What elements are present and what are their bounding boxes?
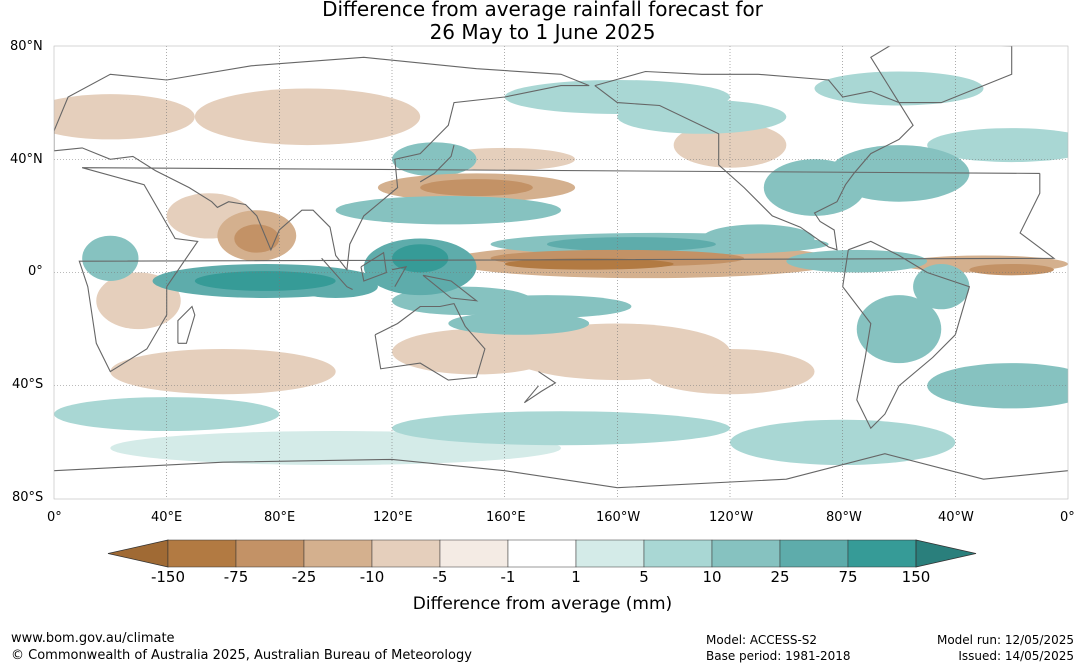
website-text: www.bom.gov.au/climate — [11, 631, 175, 646]
dry-anomaly-region — [504, 258, 674, 270]
dry-anomaly-region — [504, 323, 730, 381]
map-frame — [53, 45, 1069, 500]
map-title-line-1: Difference from average rainfall forecas… — [322, 0, 763, 21]
colorbar-segment — [439, 539, 509, 568]
wet-anomaly-region — [763, 159, 866, 216]
coastline — [870, 46, 1013, 104]
dry-anomaly-region — [234, 224, 280, 253]
copyright-text: © Commonwealth of Australia 2025, Austra… — [11, 648, 472, 663]
coastline — [78, 167, 1056, 373]
legend-tick: 1 — [571, 568, 581, 586]
lat-label-80s: 80°S — [12, 490, 44, 505]
wet-anomaly-region — [701, 224, 815, 253]
wet-anomaly-region — [617, 99, 787, 134]
colorbar-segment — [303, 539, 373, 568]
model-text: Model: ACCESS-S2 — [706, 633, 818, 647]
lon-label-40e: 40°E — [151, 510, 183, 525]
lon-label-160w: 160°W — [596, 510, 641, 525]
wet-anomaly-region — [392, 411, 730, 446]
colorbar-segment — [167, 539, 237, 568]
legend-tick: 25 — [770, 568, 790, 586]
legend-tick: -150 — [150, 568, 186, 586]
legend-tick: 5 — [639, 568, 649, 586]
wet-anomaly-region — [913, 264, 970, 310]
legend-tick: -1 — [500, 568, 516, 586]
lon-label-160e: 160°E — [486, 510, 526, 525]
coastline — [419, 144, 455, 183]
dry-anomaly-region — [54, 94, 195, 140]
colorbar-segment — [235, 539, 305, 568]
wet-anomaly-region — [335, 196, 561, 225]
lat-label-40n: 40°N — [10, 152, 43, 167]
lon-label-120w: 120°W — [709, 510, 754, 525]
wet-anomaly-region — [54, 397, 280, 432]
coastline — [594, 70, 914, 251]
wet-anomaly-region — [927, 363, 1068, 409]
wet-anomaly-region — [392, 142, 477, 177]
coastline — [422, 274, 479, 302]
legend-tick: 75 — [838, 568, 858, 586]
base-period-text: Base period: 1981-2018 — [706, 649, 851, 663]
coastline — [360, 251, 388, 282]
model-run-text: Model run: 12/05/2025 — [936, 633, 1074, 647]
legend-tick: -75 — [223, 568, 249, 586]
legend-tick: -25 — [291, 568, 317, 586]
lon-label-0-left: 0° — [47, 510, 62, 525]
lon-label-40w: 40°W — [938, 510, 974, 525]
wet-anomaly-region — [786, 249, 928, 273]
graticule — [54, 46, 1068, 499]
map-title-line-2: 26 May to 1 June 2025 — [429, 20, 656, 44]
colorbar-max-extension — [915, 539, 977, 568]
issued-text: Issued: 14/05/2025 — [958, 649, 1074, 663]
lon-label-80w: 80°W — [826, 510, 862, 525]
lat-label-80n: 80°N — [10, 39, 43, 54]
legend-tick: 150 — [901, 568, 931, 586]
wet-anomaly-region — [194, 271, 336, 291]
wet-anomaly-region — [927, 128, 1068, 163]
wet-anomaly-region — [82, 235, 139, 281]
dry-anomaly-region — [110, 348, 336, 395]
lat-label-40s: 40°S — [12, 377, 44, 392]
coastline — [391, 266, 408, 287]
colorbar-segment — [507, 539, 577, 568]
colorbar-segment — [643, 539, 713, 568]
coastline — [523, 371, 557, 404]
legend-tick: 10 — [702, 568, 722, 586]
colorbar-segment — [779, 539, 849, 568]
colorbar-min-extension — [107, 539, 169, 568]
coastline — [54, 56, 590, 272]
lon-label-120e: 120°E — [373, 510, 413, 525]
colorbar-segment — [575, 539, 645, 568]
legend-tick: -5 — [432, 568, 448, 586]
wet-anomaly-region — [856, 295, 942, 364]
coastline — [842, 240, 971, 430]
wet-anomaly-region — [392, 244, 449, 273]
legend-tick: -10 — [359, 568, 385, 586]
wet-anomaly-region — [448, 312, 590, 335]
colorbar-segment — [371, 539, 441, 568]
dry-anomaly-region — [969, 264, 1054, 276]
coastline — [321, 257, 353, 290]
map-area — [54, 46, 1068, 499]
anomaly-layer — [54, 71, 1068, 466]
legend-title: Difference from average (mm) — [412, 594, 673, 614]
lat-label-0: 0° — [28, 264, 43, 279]
dry-anomaly-region — [420, 179, 533, 197]
colorbar — [107, 539, 977, 568]
wet-anomaly-region — [546, 237, 716, 252]
coastline — [374, 302, 486, 381]
colorbar-segment — [711, 539, 781, 568]
dry-anomaly-region — [194, 88, 421, 146]
colorbar-segment — [847, 539, 917, 568]
lon-label-80e: 80°E — [264, 510, 296, 525]
coastline — [177, 305, 196, 344]
lon-label-0-right: 0° — [1060, 510, 1075, 525]
wet-anomaly-region — [814, 71, 984, 106]
